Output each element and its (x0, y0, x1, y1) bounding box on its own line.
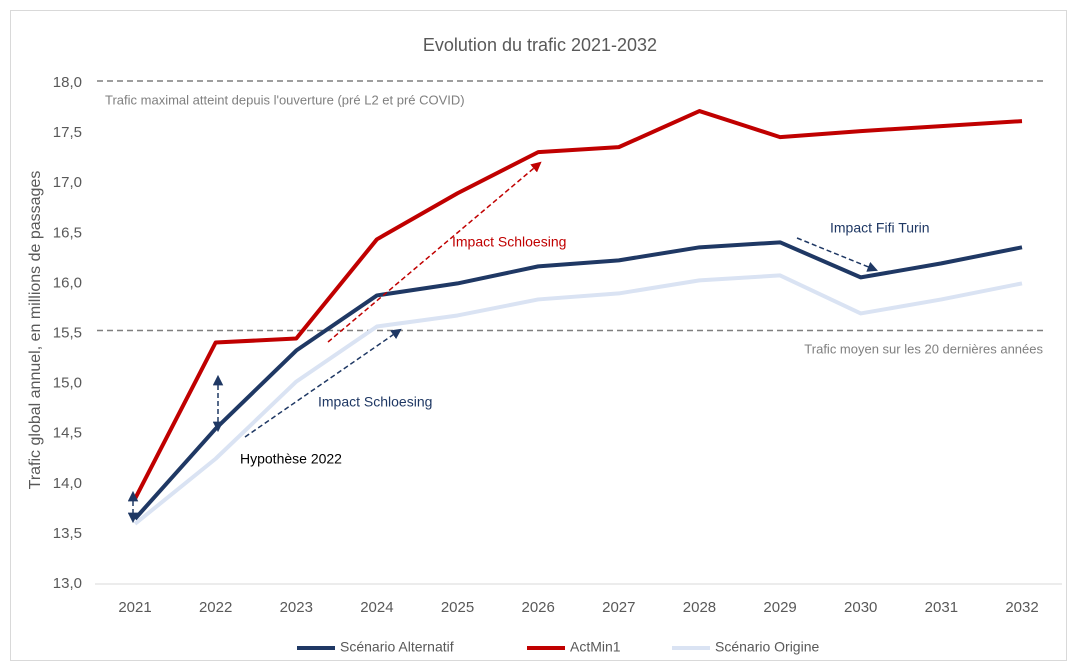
reference-label: Trafic maximal atteint depuis l'ouvertur… (105, 92, 465, 107)
y-tick-label: 16,5 (53, 224, 82, 241)
legend-label: Scénario Origine (715, 639, 819, 655)
y-tick-label: 15,5 (53, 324, 82, 341)
x-tick-label: 2028 (683, 599, 716, 616)
series-line (133, 109, 1023, 500)
annotation: Impact Schloesing (452, 234, 566, 250)
y-tick-label: 13,5 (53, 525, 82, 542)
y-tick-label: 18,0 (53, 74, 82, 91)
x-tick-label: 2025 (441, 599, 474, 616)
y-tick-label: 15,0 (53, 375, 82, 392)
annotation-arrow (796, 237, 878, 272)
annotation: Impact Fifi Turin (830, 220, 930, 236)
y-tick-label: 14,5 (53, 425, 82, 442)
chart-title: Evolution du trafic 2021-2032 (423, 35, 657, 55)
x-tick-label: 2023 (280, 599, 313, 616)
annotation: Hypothèse 2022 (240, 451, 342, 467)
annotation-arrow (327, 161, 542, 343)
x-tick-label: 2027 (602, 599, 635, 616)
series-line (133, 240, 1023, 521)
legend-label: Scénario Alternatif (340, 639, 454, 655)
y-axis-label: Trafic global annuel, en millions de pas… (27, 171, 44, 490)
y-tick-label: 16,0 (53, 274, 82, 291)
x-tick-label: 2026 (521, 599, 554, 616)
x-tick-label: 2032 (1005, 599, 1038, 616)
y-tick-label: 17,5 (53, 124, 82, 141)
y-tick-label: 14,0 (53, 475, 82, 492)
annotation: Impact Schloesing (318, 394, 432, 410)
y-tick-label: 17,0 (53, 174, 82, 191)
annotation-arrow (244, 328, 402, 438)
x-tick-label: 2030 (844, 599, 877, 616)
x-tick-label: 2031 (925, 599, 958, 616)
legend-label: ActMin1 (570, 639, 621, 655)
y-tick-label: 13,0 (53, 575, 82, 592)
chart-frame (10, 10, 1067, 661)
x-tick-label: 2024 (360, 599, 393, 616)
x-tick-label: 2022 (199, 599, 232, 616)
reference-label: Trafic moyen sur les 20 dernières années (804, 341, 1043, 356)
series-line (133, 273, 1023, 526)
x-tick-label: 2021 (118, 599, 151, 616)
x-tick-label: 2029 (763, 599, 796, 616)
